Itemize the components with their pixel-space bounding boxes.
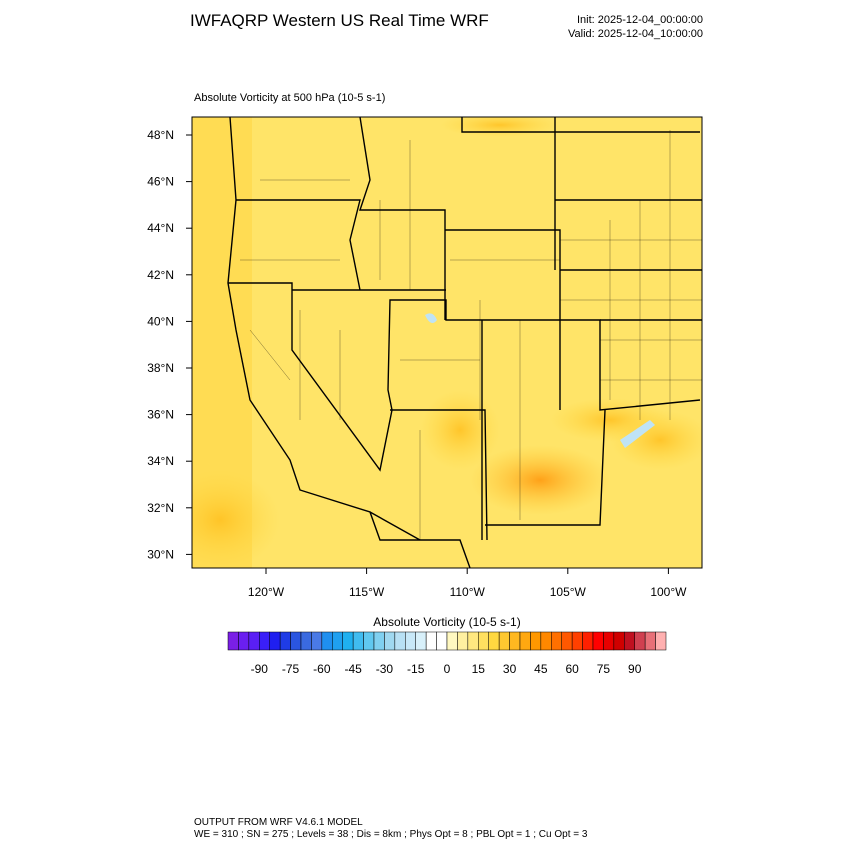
- colorbar-box: [457, 631, 469, 651]
- lon-label: 115°W: [349, 585, 385, 599]
- valid-time: Valid: 2025-12-04_10:00:00: [568, 28, 703, 40]
- colorbar-tick-label: -60: [313, 662, 331, 676]
- field-patch: [192, 470, 280, 568]
- lat-label: 44°N: [147, 221, 174, 235]
- colorbar-box: [634, 631, 646, 651]
- colorbar-box: [603, 631, 615, 651]
- colorbar-box: [321, 631, 333, 651]
- colorbar-box: [582, 631, 594, 651]
- lat-label: 36°N: [147, 408, 174, 422]
- colorbar-box: [561, 631, 573, 651]
- colorbar-box: [227, 631, 239, 651]
- colorbar-title: Absolute Vorticity (10-5 s-1): [373, 615, 520, 629]
- footer-options: WE = 310 ; SN = 275 ; Levels = 38 ; Dis …: [194, 829, 588, 840]
- colorbar-box: [655, 631, 667, 651]
- latitude-labels: 48°N 46°N 44°N 42°N 40°N 38°N 36°N 34°N 32°N 30°N: [147, 128, 192, 561]
- colorbar-box: [311, 631, 323, 651]
- lon-label: 100°W: [650, 585, 687, 599]
- colorbar-box: [446, 631, 458, 651]
- lake: [425, 313, 437, 324]
- colorbar-box: [467, 631, 479, 651]
- lat-label: 40°N: [147, 314, 174, 328]
- lat-label: 38°N: [147, 361, 174, 375]
- lake: [620, 420, 655, 448]
- colorbar-box: [613, 631, 625, 651]
- field-patch: [470, 445, 610, 515]
- colorbar-box: [415, 631, 427, 651]
- colorbar-box: [363, 631, 375, 651]
- colorbar-box: [425, 631, 437, 651]
- colorbar-box: [238, 631, 250, 651]
- colorbar-box: [519, 631, 531, 651]
- lat-label: 42°N: [147, 268, 174, 282]
- colorbar-box: [436, 631, 448, 651]
- colorbar-box: [551, 631, 562, 651]
- colorbar-tick-label: 0: [444, 662, 451, 676]
- colorbar-box: [624, 631, 635, 651]
- colorbar: -90 -75 -60 -45 -30 -15 0 15 30 45 60 75 90: [227, 631, 667, 676]
- colorbar-box: [342, 631, 354, 651]
- colorbar-tick-label: 15: [472, 662, 486, 676]
- colorbar-tick-label: -30: [376, 662, 394, 676]
- init-time: Init: 2025-12-04_00:00:00: [577, 14, 703, 26]
- colorbar-box: [384, 631, 396, 651]
- colorbar-box: [373, 631, 385, 651]
- colorbar-tick-label: 60: [565, 662, 579, 676]
- colorbar-box: [248, 631, 260, 651]
- colorbar-box: [279, 631, 291, 651]
- colorbar-tick-label: 30: [503, 662, 517, 676]
- lon-label: 110°W: [450, 585, 486, 599]
- state-borders: [227, 117, 702, 568]
- colorbar-box: [530, 631, 542, 651]
- longitude-labels: 120°W 115°W 110°W 105°W 100°W: [248, 568, 687, 599]
- colorbar-box: [509, 631, 521, 651]
- colorbar-box: [290, 631, 302, 651]
- colorbar-tick-label: -45: [344, 662, 362, 676]
- colorbar-box: [352, 631, 364, 651]
- colorbar-box: [498, 631, 510, 651]
- field-patch: [420, 390, 500, 470]
- colorbar-box: [269, 631, 281, 651]
- map-field: [192, 117, 702, 568]
- colorbar-tick-label: 75: [597, 662, 611, 676]
- colorbar-box: [405, 631, 416, 651]
- colorbar-box: [571, 631, 583, 651]
- footer-model: OUTPUT FROM WRF V4.6.1 MODEL: [194, 817, 363, 828]
- lat-label: 34°N: [147, 454, 174, 468]
- colorbar-box: [644, 631, 656, 651]
- colorbar-box: [300, 631, 312, 651]
- colorbar-box: [394, 631, 406, 651]
- lat-label: 48°N: [147, 128, 174, 142]
- field-background: [192, 117, 702, 568]
- colorbar-tick-label: 90: [628, 662, 642, 676]
- title: IWFAQRP Western US Real Time WRF: [190, 11, 489, 30]
- map-frame: [191, 116, 703, 569]
- lat-label: 46°N: [147, 175, 174, 189]
- colorbar-box: [478, 631, 489, 651]
- lat-label: 32°N: [147, 501, 174, 515]
- field-patch: [610, 410, 702, 470]
- map-title: Absolute Vorticity at 500 hPa (10-5 s-1): [194, 92, 385, 104]
- lon-label: 105°W: [550, 585, 587, 599]
- colorbar-box: [332, 631, 343, 651]
- colorbar-box: [259, 631, 270, 651]
- colorbar-tick-label: -15: [407, 662, 425, 676]
- colorbar-tick-label: -75: [282, 662, 300, 676]
- colorbar-box: [488, 631, 500, 651]
- lat-label: 30°N: [147, 547, 174, 561]
- lon-label: 120°W: [248, 585, 285, 599]
- colorbar-tick-label: -90: [251, 662, 269, 676]
- colorbar-box: [592, 631, 604, 651]
- colorbar-box: [540, 631, 552, 651]
- colorbar-tick-label: 45: [534, 662, 548, 676]
